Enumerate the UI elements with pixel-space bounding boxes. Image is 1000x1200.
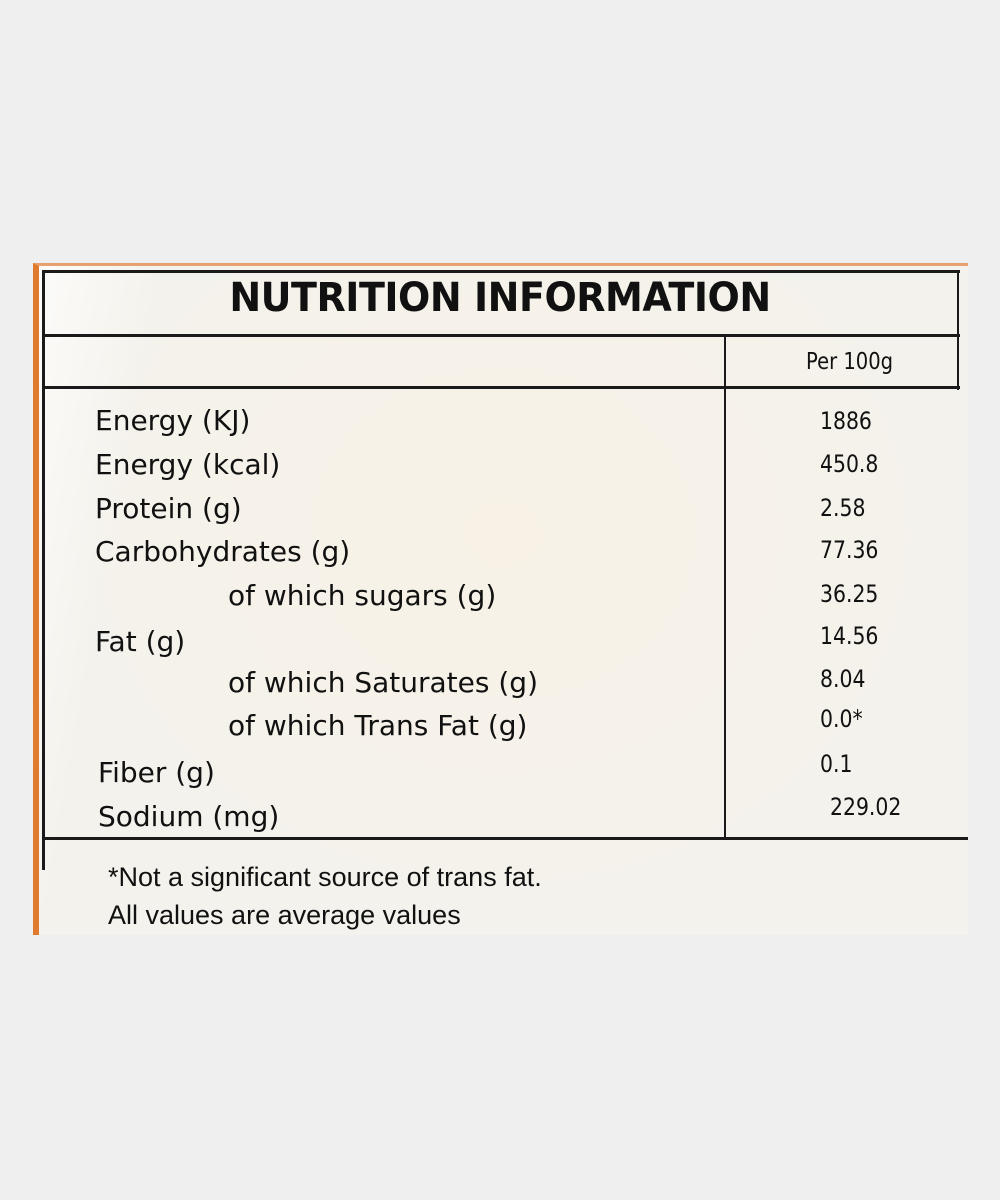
row-value: 0.1 [820,750,853,778]
row-label: of which Trans Fat (g) [228,709,528,742]
row-label: Protein (g) [95,492,242,525]
row-label: Energy (KJ) [95,404,251,437]
row-value: 14.56 [820,622,879,650]
row-label: Sodium (mg) [98,800,280,833]
table-border-right [957,270,959,390]
body-bottom-divider [42,837,968,840]
row-value: 1886 [820,407,872,435]
row-label: Carbohydrates (g) [95,535,351,568]
row-label: Energy (kcal) [95,448,281,481]
row-label: of which Saturates (g) [228,666,538,699]
row-value: 2.58 [820,494,866,522]
nutrition-label [33,263,968,935]
row-label: Fat (g) [95,625,186,658]
row-value: 0.0* [820,705,863,733]
table-title: NUTRITION INFORMATION [229,275,771,321]
row-value: 77.36 [820,536,879,564]
footnote-trans-fat: *Not a significant source of trans fat. [108,862,542,892]
column-divider [724,334,726,839]
row-value: 8.04 [820,665,866,693]
row-value: 36.25 [820,580,879,608]
column-header: Per 100g [806,349,894,375]
row-value: 450.8 [820,450,879,478]
row-value: 229.02 [830,793,902,821]
table-border-top [42,270,960,273]
table-border-left [42,270,45,870]
row-label: Fiber (g) [98,756,215,789]
header-divider [42,386,960,389]
row-label: of which sugars (g) [228,579,497,612]
footnote-average-values: All values are average values [108,900,461,930]
title-divider [42,334,960,337]
